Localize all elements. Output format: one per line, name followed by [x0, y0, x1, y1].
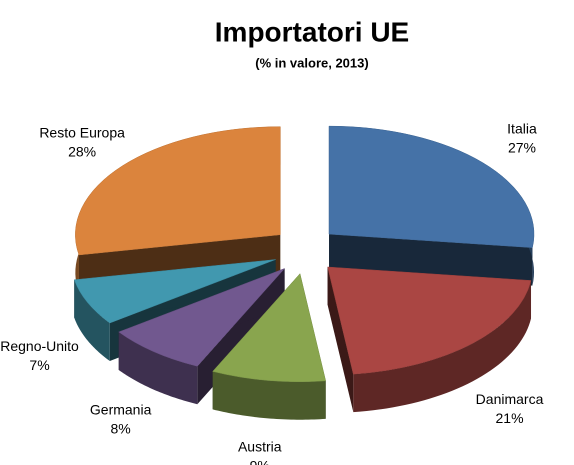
- slice-group: [327, 266, 532, 413]
- slice: [118, 268, 285, 367]
- slice-value-label: 27%: [508, 139, 536, 155]
- slice-value-label: 28%: [68, 143, 96, 159]
- slice-category-label: Resto Europa: [39, 124, 125, 140]
- slice-category-label: Regno-Unito: [0, 338, 79, 354]
- slice: [73, 259, 276, 324]
- slice-side: [327, 266, 354, 413]
- slice-value-label: 8%: [111, 421, 131, 437]
- slice-category-label: Germania: [90, 402, 152, 418]
- slice-side: [118, 331, 198, 405]
- chart-title: Importatori UE: [215, 16, 409, 47]
- chart-subtitle: (% in valore, 2013): [255, 55, 368, 70]
- slice-group: [328, 125, 535, 286]
- slice-side: [212, 371, 326, 420]
- slice: [327, 266, 532, 375]
- slice: [212, 273, 326, 382]
- slice-category-label: Danimarca: [476, 391, 544, 407]
- slice-category-label: Italia: [507, 120, 537, 136]
- slice-category-label: Austria: [238, 439, 282, 455]
- slice-group: [212, 273, 326, 420]
- slice-side: [353, 280, 532, 413]
- slice-value-label: 7%: [29, 357, 49, 373]
- slice: [75, 126, 281, 256]
- slice-value-label: 21%: [496, 410, 524, 426]
- slice-value-label: 9%: [250, 458, 270, 465]
- slice: [328, 125, 535, 248]
- slice-side: [74, 279, 110, 362]
